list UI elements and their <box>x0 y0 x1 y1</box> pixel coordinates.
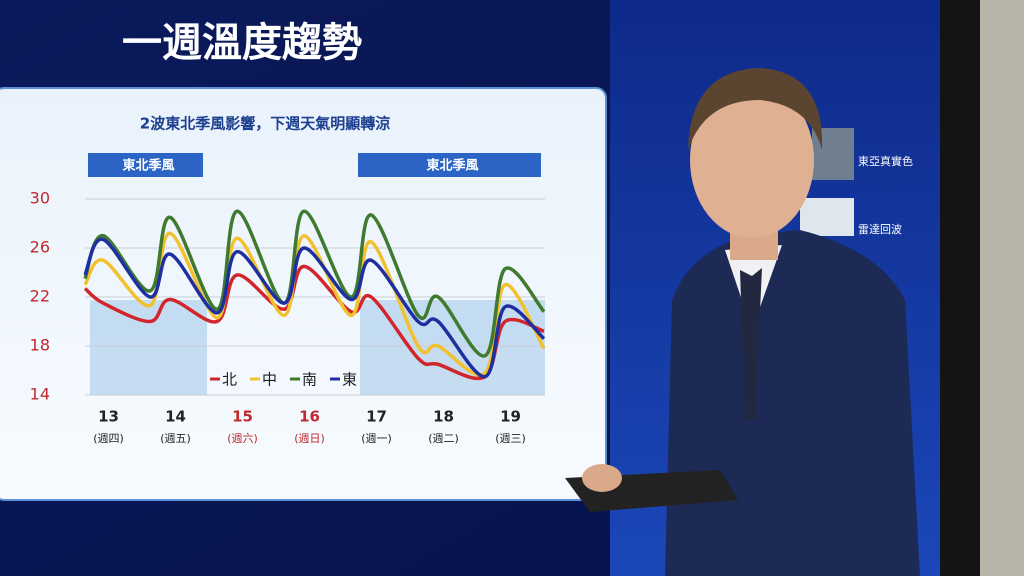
series-line <box>83 209 546 358</box>
x-tick-sublabel: (週二) <box>428 432 459 445</box>
chart-panel <box>0 87 607 501</box>
legend-label: 北 <box>222 371 237 389</box>
y-tick-label: 18 <box>30 336 50 355</box>
side-label: 雷達回波 <box>858 223 902 236</box>
x-tick-label: 19 <box>500 408 521 426</box>
x-tick-sublabel: (週三) <box>495 432 526 445</box>
legend-label: 東 <box>342 371 357 389</box>
chart-title: 2波東北季風影響，下週天氣明顯轉涼 <box>140 115 390 133</box>
x-tick-sublabel: (週日) <box>294 432 325 445</box>
series-line <box>83 231 546 377</box>
y-tick-label: 30 <box>30 189 50 208</box>
x-tick-sublabel: (週六) <box>227 432 258 445</box>
radar-thumb <box>800 198 854 236</box>
x-tick-label: 15 <box>232 408 253 426</box>
monsoon-label: 東北季風 <box>426 158 478 174</box>
x-tick-label: 14 <box>165 408 186 426</box>
monsoon-label: 東北季風 <box>122 158 174 174</box>
y-tick-label: 26 <box>30 238 50 257</box>
x-tick-label: 13 <box>98 408 119 426</box>
x-tick-label: 16 <box>299 408 320 426</box>
screen-frame <box>940 0 980 576</box>
side-label: 東亞真實色 <box>858 154 913 168</box>
studio-wall <box>980 0 1024 576</box>
y-tick-label: 22 <box>30 287 50 306</box>
monsoon-label-box <box>358 153 541 177</box>
series-line <box>83 264 545 381</box>
x-tick-label: 17 <box>366 408 387 426</box>
x-tick-sublabel: (週五) <box>160 432 191 445</box>
y-tick-label: 14 <box>30 385 50 404</box>
x-tick-sublabel: (週一) <box>361 432 392 445</box>
x-tick-sublabel: (週四) <box>93 432 124 445</box>
page-title: 一週溫度趨勢 <box>122 20 362 66</box>
presenter <box>565 68 920 576</box>
x-tick-label: 18 <box>433 408 454 426</box>
series-line <box>83 237 546 379</box>
monsoon-label-box <box>88 153 203 177</box>
legend-label: 中 <box>262 371 277 389</box>
legend-label: 南 <box>302 371 317 389</box>
monsoon-zone <box>90 300 207 395</box>
